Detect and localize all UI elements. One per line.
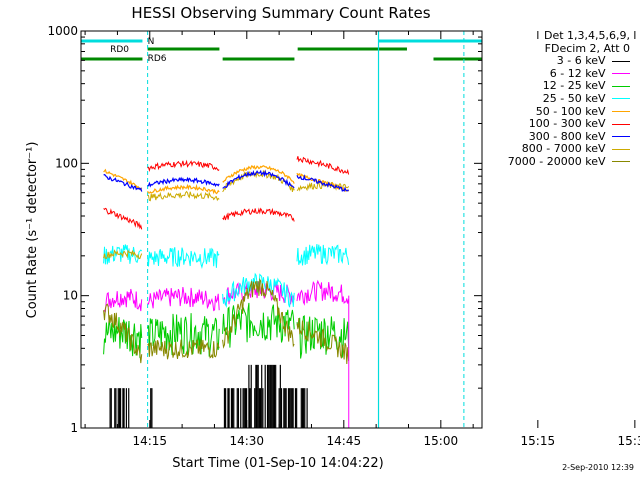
series-line-7000-20000kev (222, 278, 295, 349)
y-axis-label: Count Rate (s⁻¹ detector⁻¹) (25, 142, 40, 319)
legend-label: 12 - 25 keV (542, 79, 609, 93)
legend-item: 7000 - 20000 keV (478, 154, 630, 169)
series-line-50-100kev (103, 168, 143, 192)
legend-item: 6 - 12 keV (478, 66, 630, 81)
legend-swatch (612, 85, 630, 87)
series-line-300-800kev (147, 176, 220, 188)
legend-swatch (612, 111, 630, 113)
x-axis-label: Start Time (01-Sep-10 14:04:22) (172, 456, 383, 471)
chart-title: HESSI Observing Summary Count Rates (131, 4, 430, 22)
series-line-50-100kev (147, 183, 220, 195)
series-line-100-300kev (296, 156, 350, 175)
legend-header-line: Det 1,3,4,5,6,9, (543, 29, 630, 42)
series-line-12-25kev (103, 317, 143, 358)
series-line-300-800kev (222, 169, 295, 189)
series-line-7000-20000kev (103, 303, 143, 364)
legend-item: 800 - 7000 keV (478, 143, 630, 156)
timestamp: 2-Sep-2010 12:39 (562, 463, 634, 472)
legend-swatch (612, 123, 630, 125)
legend-label: 800 - 7000 keV (521, 142, 609, 156)
x-tick-label: 14:30 (229, 434, 264, 448)
legend-item: 3 - 6 keV (478, 54, 630, 68)
series-line-6-12kev (103, 288, 143, 313)
legend-label: 6 - 12 keV (549, 66, 609, 80)
series-line-7000-20000kev (296, 317, 350, 365)
x-tick-label: 15:15 (521, 434, 556, 448)
legend-swatch (612, 98, 630, 100)
legend-header-line: FDecim 2, Att 0 (544, 41, 630, 55)
series-line-25-50kev (147, 247, 220, 269)
y-tick-label: 1 (70, 421, 78, 435)
x-tick-label: 15:00 (424, 434, 459, 448)
x-tick-label: 15:30 (618, 434, 640, 448)
legend-label: 25 - 50 keV (542, 91, 609, 105)
series-line-800-7000kev (147, 190, 220, 202)
series-line-50-100kev (296, 172, 350, 192)
series-line-25-50kev (296, 243, 350, 266)
series-line-12-25kev (222, 302, 295, 348)
series-line-100-300kev (103, 207, 143, 230)
legend-swatch (612, 148, 630, 150)
series-line-300-800kev (103, 173, 143, 192)
legend-swatch (612, 136, 630, 138)
series-line-6-12kev (296, 279, 350, 306)
series-line-300-800kev (296, 174, 350, 192)
legend-item: 100 - 300 keV (478, 117, 630, 131)
series-line-100-300kev (147, 159, 220, 172)
n-flag-label: N (148, 37, 155, 47)
legend-item: 12 - 25 keV (478, 80, 630, 93)
legend: Det 1,3,4,5,6,9, FDecim 2, Att 0 3 - 6 k… (478, 29, 630, 169)
legend-label: 100 - 300 keV (528, 117, 609, 131)
series-line-12-25kev (147, 313, 220, 357)
legend-label: 3 - 6 keV (556, 54, 609, 68)
series-line-12-25kev (296, 315, 350, 359)
y-tick-label: 1000 (47, 24, 78, 38)
rd6-flag-label: RD6 (148, 54, 167, 64)
series-line-800-7000kev (103, 249, 143, 260)
x-tick-label: 14:45 (327, 434, 362, 448)
legend-swatch (612, 60, 630, 62)
legend-label: 50 - 100 keV (535, 104, 609, 118)
plot-frame (80, 30, 483, 429)
legend-item: 25 - 50 keV (478, 91, 630, 106)
x-tick-label: 14:15 (132, 434, 167, 448)
legend-label: 300 - 800 keV (528, 129, 609, 143)
legend-label: 7000 - 20000 keV (507, 154, 609, 168)
series-line-7000-20000kev (147, 339, 220, 360)
y-tick-label: 10 (63, 289, 78, 303)
legend-swatch (612, 161, 630, 163)
series-line-6-12kev (147, 287, 220, 312)
legend-swatch (612, 73, 630, 75)
series-line-100-300kev (222, 207, 295, 222)
legend-item: 50 - 100 keV (478, 104, 630, 119)
legend-item: 300 - 800 keV (478, 129, 630, 144)
series-line-50-100kev (222, 164, 295, 184)
rd0-flag-label: RD0 (110, 45, 129, 55)
series-line-800-7000kev (222, 169, 295, 193)
y-tick-label: 100 (55, 156, 78, 170)
